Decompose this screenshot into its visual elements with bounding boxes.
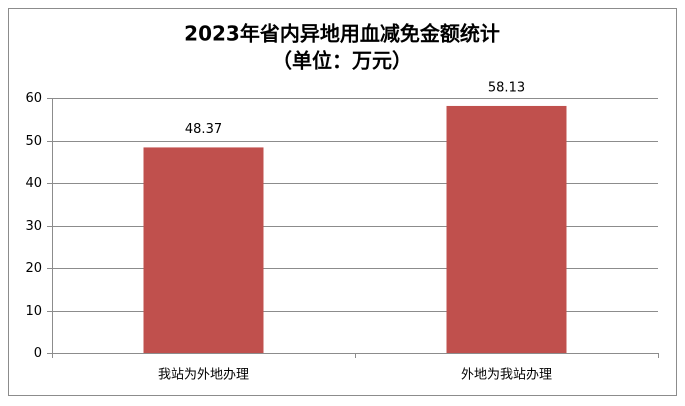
x-tick-label: 外地为我站办理 — [461, 368, 552, 383]
chart-subtitle: （单位：万元） — [272, 49, 412, 73]
data-label: 58.13 — [488, 80, 525, 95]
bar — [446, 105, 567, 353]
bar — [143, 147, 264, 353]
y-tick-label: 10 — [25, 304, 42, 319]
data-label: 48.37 — [185, 122, 222, 137]
x-tick-label: 我站为外地办理 — [158, 368, 249, 383]
y-tick-label: 60 — [25, 91, 42, 106]
y-tick-label: 40 — [25, 176, 42, 191]
y-tick-label: 20 — [25, 261, 42, 276]
y-tick-label: 0 — [34, 346, 42, 361]
y-tick-label: 30 — [25, 219, 42, 234]
y-tick-label: 50 — [25, 134, 42, 149]
chart-title: 2023年省内异地用血减免金额统计 — [184, 22, 500, 46]
